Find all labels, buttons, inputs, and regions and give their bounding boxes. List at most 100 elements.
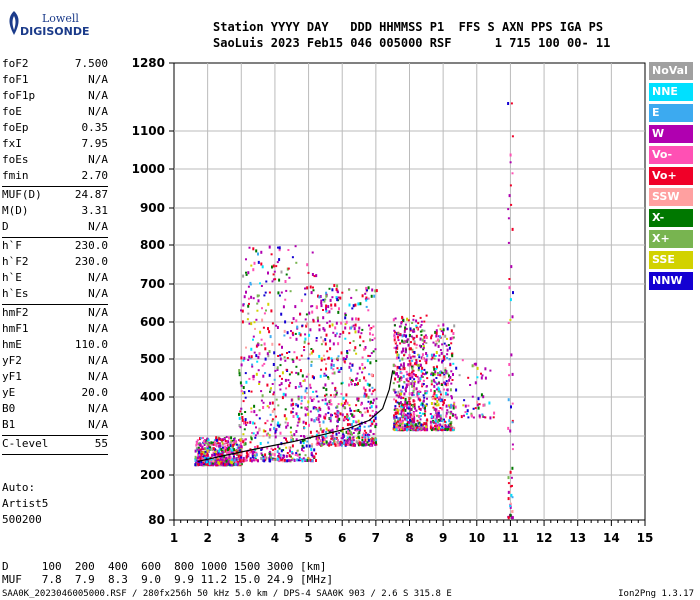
param-value: N/A [88, 89, 108, 102]
echo-dot [416, 419, 419, 422]
echo-dot [336, 391, 338, 394]
echo-dot [334, 443, 337, 447]
echo-dot [310, 291, 313, 295]
echo-dot [476, 403, 479, 407]
echo-dot [268, 450, 271, 453]
echo-dot [271, 452, 274, 456]
echo-dot [406, 338, 409, 341]
echo-dot [283, 443, 286, 446]
echo-dot [443, 373, 446, 376]
echo-dot [358, 366, 361, 370]
echo-dot [218, 444, 221, 448]
echo-dot [244, 372, 247, 375]
echo-dot [308, 444, 311, 448]
echo-dot [302, 457, 305, 460]
echo-dot [304, 337, 307, 341]
echo-dot [211, 453, 214, 457]
echo-dot [248, 322, 251, 325]
echo-dot [282, 449, 285, 452]
echo-dot [420, 403, 423, 406]
echo-dot [278, 258, 281, 262]
echo-dot [305, 421, 307, 425]
echo-dot [354, 303, 357, 307]
echo-dot [352, 439, 355, 442]
echo-dot [258, 409, 261, 412]
echo-dot [322, 436, 325, 439]
echo-dot [218, 437, 221, 441]
echo-dot [355, 409, 358, 412]
echo-dot [322, 327, 325, 331]
echo-dot [260, 399, 263, 402]
echo-dot [337, 355, 340, 358]
echo-dot [303, 346, 306, 348]
echo-dot [355, 440, 358, 444]
echo-dot [295, 371, 298, 374]
legend-item-x-: X+ [649, 230, 693, 248]
echo-dot [258, 428, 261, 432]
x-tick-label: 3 [237, 531, 245, 545]
echo-dot [406, 406, 409, 410]
echo-dot [204, 447, 206, 451]
echo-dot [215, 449, 218, 452]
echo-dot [215, 443, 218, 447]
echo-dot [370, 439, 373, 443]
echo-dot [302, 450, 305, 453]
echo-dot [450, 329, 453, 333]
legend-item-e: E [649, 104, 693, 122]
legend-item-x-: X- [649, 209, 693, 227]
echo-dot [239, 462, 242, 466]
echo-dot [481, 413, 484, 416]
echo-dot [350, 378, 353, 382]
echo-dot [324, 394, 326, 397]
echo-dot [262, 435, 265, 438]
echo-dot [395, 415, 398, 418]
echo-dot [425, 425, 428, 429]
echo-dot [374, 289, 377, 293]
echo-dot [340, 392, 343, 395]
echo-dot [249, 448, 252, 451]
echo-dot [322, 354, 325, 357]
echo-dot [446, 357, 449, 360]
echo-dot [449, 412, 452, 415]
echo-dot [260, 390, 263, 393]
echo-dot [241, 418, 244, 422]
echo-dot [289, 431, 292, 434]
param-name: h`F2 [2, 255, 29, 268]
echo-dot [407, 383, 410, 387]
echo-dot [393, 427, 396, 431]
echo-dot [434, 343, 437, 347]
echo-dot [440, 398, 443, 402]
echo-dot [268, 435, 271, 439]
echo-dot [348, 429, 351, 432]
echo-dot [446, 388, 449, 391]
echo-dot [322, 386, 325, 389]
echo-dot [335, 332, 338, 335]
echo-dot [221, 453, 224, 456]
echo-dot [393, 415, 396, 419]
echo-dot [394, 317, 397, 320]
echo-dot [252, 297, 255, 300]
echo-dot [401, 334, 404, 338]
x-tick-label: 10 [468, 531, 485, 545]
echo-dot [218, 449, 221, 453]
echo-dot [408, 374, 411, 377]
echo-dot [302, 420, 305, 424]
echo-dot [276, 423, 279, 427]
echo-dot [481, 374, 484, 377]
y-tick-label: 80 [148, 513, 165, 527]
echo-dot [397, 353, 400, 357]
echo-dot [261, 454, 264, 457]
echo-dot [254, 455, 257, 459]
echo-dot [374, 442, 377, 446]
echo-dot [334, 437, 337, 440]
echo-dot [273, 378, 276, 381]
param-row: MUF(D) 24.87 [2, 187, 108, 203]
echo-dot [393, 335, 396, 339]
echo-dot [319, 374, 322, 378]
echo-dot [425, 342, 428, 344]
echo-dot [397, 374, 400, 378]
echo-dot [325, 304, 328, 308]
echo-dot [284, 378, 287, 382]
echo-dot [398, 379, 401, 383]
echo-dot [366, 359, 369, 363]
